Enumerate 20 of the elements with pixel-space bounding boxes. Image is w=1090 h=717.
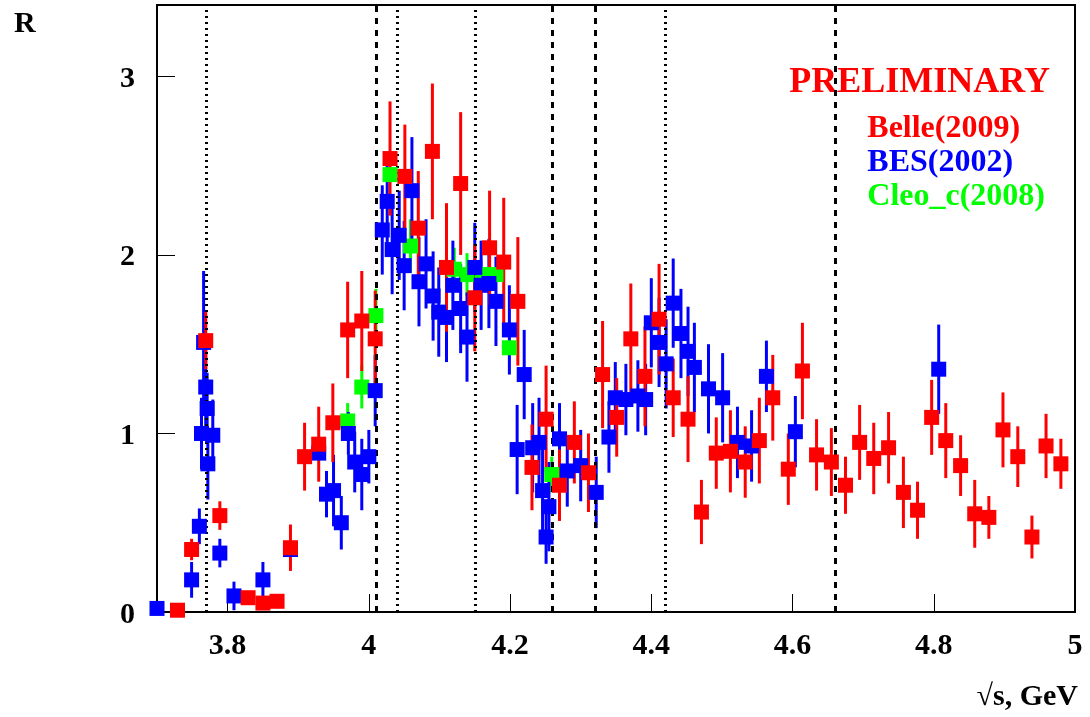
point	[501, 340, 517, 356]
x-tick-label: 4.2	[491, 626, 529, 660]
x-tick-label: 3.8	[208, 626, 247, 660]
point	[382, 167, 398, 183]
x-tick-label: 4	[361, 626, 377, 660]
y-tick-label: 1	[120, 416, 135, 450]
point	[403, 238, 419, 254]
y-tick-label: 2	[120, 238, 135, 272]
y-tick-label: 3	[120, 59, 135, 93]
y-tick-label: 0	[120, 595, 135, 629]
point	[368, 308, 384, 324]
x-tick-label: 4.8	[915, 626, 953, 660]
text: Belle(2009)	[867, 108, 1021, 144]
x-axis-title: √s, GeV	[976, 677, 1079, 711]
y-axis-title: R	[14, 4, 36, 38]
annotation: PRELIMINARY	[789, 60, 1051, 100]
point	[354, 379, 370, 395]
x-tick-label: 4.6	[773, 626, 812, 660]
x-tick-label: 4.4	[632, 626, 671, 660]
x-tick-label: 5	[1067, 626, 1083, 660]
